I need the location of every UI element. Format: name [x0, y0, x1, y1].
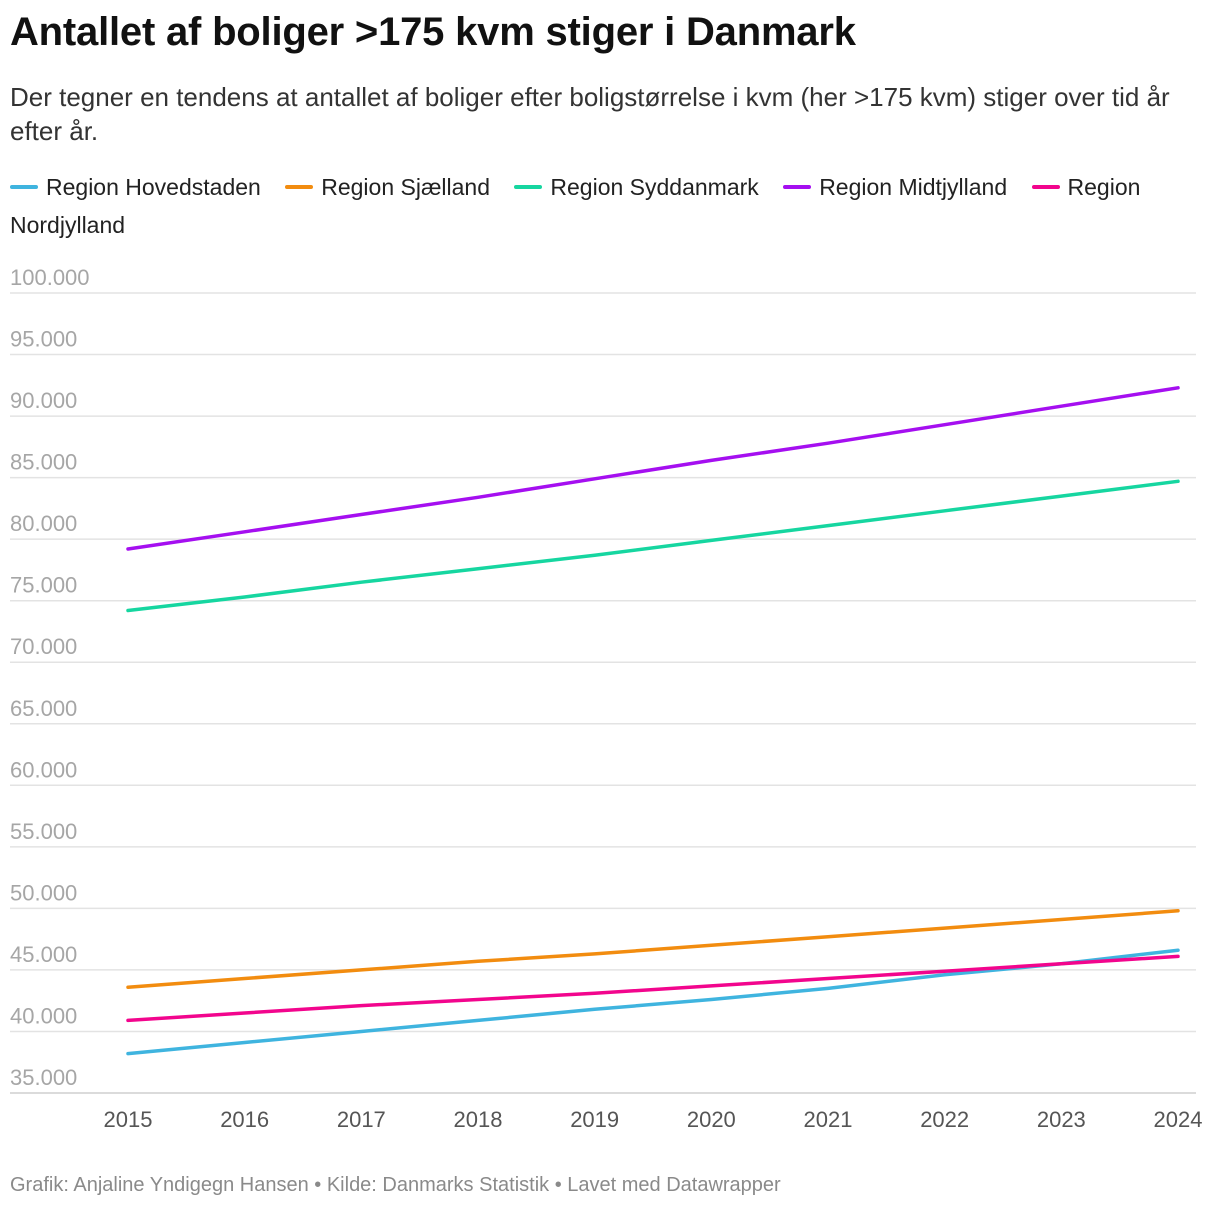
- legend-swatch-hovedstaden: [10, 184, 38, 189]
- y-tick-label: 95.000: [10, 327, 77, 352]
- x-tick-label: 2020: [687, 1107, 736, 1132]
- legend-swatch-sjaelland: [285, 184, 314, 189]
- x-tick-label: 2016: [220, 1107, 269, 1132]
- x-tick-label: 2019: [570, 1107, 619, 1132]
- legend-item-sjaelland: Region Sjælland: [285, 174, 490, 200]
- y-tick-label: 100.000: [10, 265, 90, 290]
- y-tick-label: 50.000: [10, 880, 77, 905]
- y-tick-label: 35.000: [10, 1065, 77, 1090]
- x-tick-label: 2018: [454, 1107, 503, 1132]
- y-tick-label: 40.000: [10, 1003, 77, 1028]
- chart-title: Antallet af boliger >175 kvm stiger i Da…: [10, 10, 856, 54]
- chart-footer: Grafik: Anjaline Yndigegn Hansen • Kilde…: [10, 1174, 781, 1196]
- legend: Region Hovedstaden Region Sjælland Regio…: [10, 168, 1200, 244]
- y-tick-label: 65.000: [10, 696, 77, 721]
- line-chart: 35.000 40.000 45.000 50.000 55.000 60.000 65.0…: [10, 265, 1203, 1132]
- y-tick-label: 55.000: [10, 819, 77, 844]
- series-line-region-midtjylland: [126, 386, 1180, 551]
- series-line-region-sjaelland: [126, 909, 1180, 989]
- legend-swatch-syddanmark: [514, 184, 543, 189]
- y-tick-label: 45.000: [10, 942, 77, 967]
- x-tick-label: 2024: [1154, 1107, 1203, 1132]
- legend-swatch-nordjylland: [1031, 184, 1060, 189]
- series-line-region-nordjylland: [126, 954, 1180, 1023]
- chart-subtitle: Der tegner en tendens at antallet af bol…: [10, 82, 1170, 146]
- legend-item-midtjylland: Region Midtjylland: [783, 174, 1007, 200]
- y-tick-label: 70.000: [10, 634, 77, 659]
- y-tick-label: 85.000: [10, 450, 77, 475]
- legend-label-sjaelland: Region Sjælland: [321, 174, 490, 200]
- x-tick-label: 2022: [920, 1107, 969, 1132]
- y-tick-label: 90.000: [10, 388, 77, 413]
- series-line-region-syddanmark: [126, 479, 1180, 613]
- legend-label-syddanmark: Region Syddanmark: [550, 174, 759, 200]
- legend-item-syddanmark: Region Syddanmark: [514, 174, 759, 200]
- y-tick-label: 60.000: [10, 757, 77, 782]
- x-tick-label: 2017: [337, 1107, 386, 1132]
- x-tick-label: 2021: [804, 1107, 853, 1132]
- legend-swatch-midtjylland: [783, 184, 812, 189]
- x-tick-label: 2023: [1037, 1107, 1086, 1132]
- legend-label-hovedstaden: Region Hovedstaden: [46, 174, 261, 200]
- x-tick-label: 2015: [104, 1107, 153, 1132]
- legend-label-nordjylland: Region Nordjylland: [10, 174, 1141, 238]
- legend-label-midtjylland: Region Midtjylland: [819, 174, 1008, 200]
- legend-item-hovedstaden: Region Hovedstaden: [10, 174, 261, 200]
- series-line-region-hovedstaden: [126, 948, 1180, 1056]
- legend-item-nordjylland: Region Nordjylland: [10, 174, 1140, 238]
- y-tick-label: 75.000: [10, 573, 77, 598]
- y-tick-label: 80.000: [10, 511, 77, 536]
